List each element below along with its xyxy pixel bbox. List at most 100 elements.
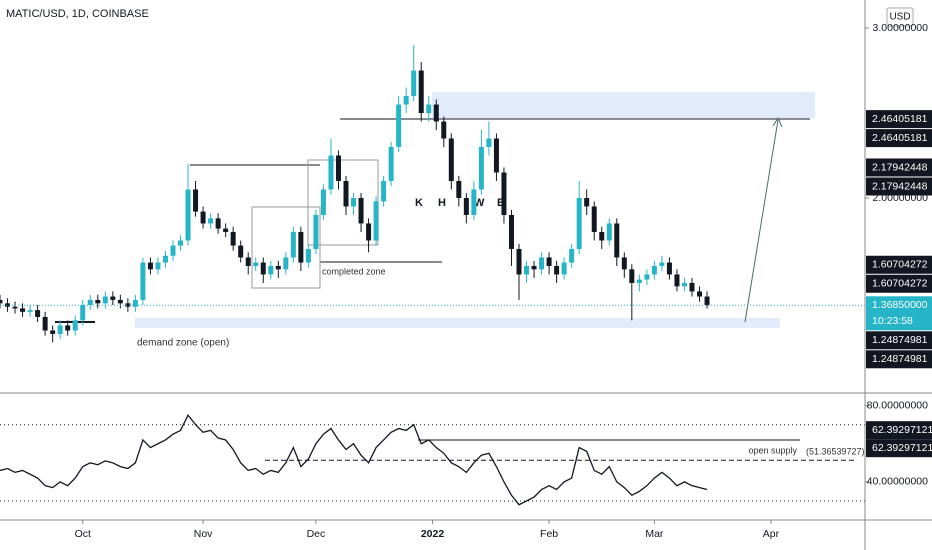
annotation: H	[438, 197, 446, 209]
candle-body	[260, 262, 266, 275]
currency-box	[886, 7, 914, 27]
candle-body	[290, 231, 296, 258]
candle-body	[486, 138, 492, 147]
candle-body	[117, 299, 123, 304]
candle-body	[200, 211, 206, 224]
y-tick-label: 80.00000000	[867, 399, 928, 411]
x-tick-label: Mar	[645, 528, 664, 540]
price-tag	[866, 255, 932, 274]
candle-body	[132, 299, 138, 307]
candle-body	[636, 279, 642, 283]
y-tick-label: 3.00000000	[873, 22, 929, 34]
candle-body	[689, 282, 695, 292]
candle-body	[178, 240, 184, 246]
candle-body	[606, 223, 612, 241]
candle-body	[65, 325, 71, 331]
annotation: demand zone (open)	[137, 338, 229, 349]
candle-body	[381, 180, 387, 202]
candle-body	[659, 262, 665, 266]
x-tick-label: Feb	[540, 528, 558, 540]
candle-body	[57, 325, 63, 334]
candle-body	[471, 189, 477, 215]
candle-body	[298, 231, 304, 263]
candle-body	[396, 104, 402, 147]
candle-body	[463, 197, 469, 215]
price-tag	[866, 331, 932, 350]
candle-body	[591, 206, 597, 232]
candle-body	[433, 104, 439, 122]
price-tag-label: 1.24874981	[872, 353, 928, 365]
candle-body	[0, 299, 3, 304]
candle-body	[335, 155, 341, 181]
annotation: E	[497, 197, 504, 209]
x-tick-label: Dec	[307, 528, 326, 540]
candle-body	[42, 316, 48, 331]
price-tag-label: 1.24874981	[872, 334, 928, 346]
chart-title: MATIC/USD, 1D, COINBASE	[6, 8, 149, 20]
candle-body	[35, 310, 41, 317]
last-price-label: 1.36850000	[872, 299, 928, 311]
price-tag-label: 1.60704272	[872, 278, 928, 290]
candle-body	[508, 214, 514, 249]
candle-body	[223, 228, 229, 232]
candle-body	[651, 265, 657, 275]
candle-body	[456, 180, 462, 198]
candle-body	[704, 296, 710, 306]
candle-body	[208, 218, 214, 224]
drawings: K H W E completed zone demand zone (open…	[55, 92, 815, 455]
candle-body	[215, 218, 221, 229]
price-tag	[866, 129, 932, 148]
candle-body	[193, 189, 199, 212]
candle-body	[245, 257, 251, 266]
price-tag-label: 2.17942448	[872, 161, 928, 173]
candle-body	[140, 262, 146, 300]
last-price-tag	[866, 296, 932, 331]
candle-body	[418, 70, 424, 114]
candle-body	[87, 299, 93, 306]
candle-body	[576, 197, 582, 249]
price-tag	[866, 274, 932, 293]
candle-body	[320, 189, 326, 215]
countdown: 10:23:58	[872, 315, 913, 327]
candle-body	[411, 70, 417, 97]
y-tick-label: 40.00000000	[867, 476, 928, 488]
candle-body	[5, 303, 11, 307]
price-tag-label: 2.46405181	[872, 113, 928, 125]
candle-body	[95, 299, 101, 304]
candle-body	[110, 296, 116, 300]
candle-body	[478, 146, 484, 190]
price-tag-label: 2.17942448	[872, 180, 928, 192]
candle-body	[644, 274, 650, 280]
price-tag	[866, 110, 932, 129]
candle-body	[162, 255, 168, 263]
projection-arrow	[744, 119, 779, 323]
candle-body	[27, 310, 33, 312]
x-tick-label: Nov	[194, 528, 213, 540]
candle-body	[621, 257, 627, 270]
price-tag-label: 2.46405181	[872, 132, 928, 144]
candle-body	[501, 172, 507, 215]
candle-body	[493, 138, 499, 173]
plot: (51.36539727)	[0, 45, 865, 506]
x-tick-label: Oct	[75, 528, 91, 540]
candle-body	[358, 197, 364, 224]
candle-body	[441, 121, 447, 139]
candle-body	[629, 269, 635, 283]
candle-body	[155, 262, 161, 270]
candle-body	[305, 248, 311, 263]
candle-body	[403, 96, 409, 105]
candle-body	[539, 257, 545, 270]
candle-body	[283, 257, 289, 270]
candle-body	[516, 248, 522, 275]
currency: USD	[889, 12, 910, 23]
candle-body	[20, 308, 26, 312]
supply-zone	[432, 92, 815, 118]
candle-body	[80, 305, 86, 321]
price-tag-label: 62.39297121	[872, 424, 932, 436]
candle-body	[268, 265, 274, 275]
candle-body	[681, 282, 687, 287]
candle-body	[697, 291, 703, 297]
price-tag	[866, 158, 932, 177]
